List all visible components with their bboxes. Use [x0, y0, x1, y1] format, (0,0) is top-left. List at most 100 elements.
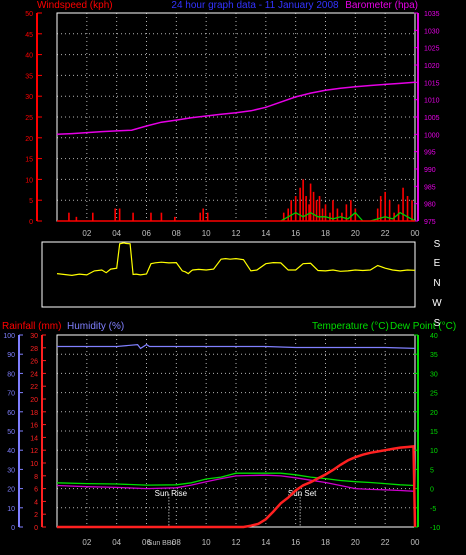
rain-humidity-temp-panel: 0102030405060708090100024681012141618202… [3, 333, 440, 547]
chart-date-title: 24 hour graph data - 11 January 2008 [171, 0, 339, 11]
windspeed-tick-label: 10 [25, 177, 33, 184]
rainfall-line [57, 445, 417, 529]
wind-bar [132, 212, 134, 221]
temperature-tick-label: -5 [430, 506, 436, 513]
temperature-tick-label: 20 [430, 410, 438, 417]
wind-bar [75, 216, 78, 221]
barometer-tick-label: 995 [424, 150, 436, 157]
wind-bar [299, 187, 301, 221]
x-tick-label: 14 [261, 538, 270, 547]
x-tick-label: 12 [232, 538, 241, 547]
rainfall-tick-label: 2 [34, 512, 38, 519]
barometer-tick-label: 1005 [424, 115, 440, 122]
sun-set-label: Sun Set [288, 489, 317, 498]
temperature-line [56, 472, 416, 487]
windspeed-tick-label: 50 [25, 11, 33, 18]
windspeed-tick-label: 0 [29, 219, 33, 226]
x-tick-label: 06 [142, 538, 151, 547]
wind-bar [309, 183, 312, 221]
windspeed-tick-label: 5 [29, 198, 33, 205]
wind-bar [202, 208, 204, 221]
x-tick-label: 10 [202, 538, 211, 547]
windspeed-tick-label: 25 [25, 115, 33, 122]
rainfall-tick-label: 4 [34, 499, 38, 506]
temperature-tick-label: 15 [430, 429, 438, 436]
wind-bar [321, 208, 324, 221]
barometer-tick-label: 990 [424, 167, 436, 174]
humidity-tick-label: 80 [7, 371, 15, 378]
wind-bar [376, 208, 379, 221]
wind-bar [315, 200, 318, 221]
dewpoint-line [56, 474, 416, 492]
rainfall-tick-label: 28 [30, 346, 38, 353]
rainfall-tick-label: 0 [34, 525, 38, 532]
rainfall-tick-label: 24 [30, 371, 38, 378]
wind-bar [290, 200, 292, 221]
barometer-tick-label: 1020 [424, 63, 440, 70]
barometer-tick-label: 1030 [424, 28, 440, 35]
wind-bar [388, 200, 391, 221]
humidity-tick-label: 40 [7, 448, 15, 455]
wind-bar [312, 191, 315, 221]
direction-line [56, 242, 416, 277]
barometer-tick-label: 975 [424, 219, 436, 226]
windspeed-tick-label: 45 [25, 32, 33, 39]
rainfall-tick-label: 18 [30, 410, 38, 417]
x-tick-label: 02 [82, 229, 91, 238]
x-tick-label: 14 [261, 229, 270, 238]
wind-bar [324, 204, 327, 221]
wind-bar [150, 212, 152, 221]
humidity-tick-label: 60 [7, 410, 15, 417]
direction-frame [41, 241, 416, 308]
barometer-tick-label: 1015 [424, 80, 440, 87]
humidity-line [57, 343, 416, 350]
x-tick-label: 02 [82, 538, 91, 547]
x-tick-label: 12 [232, 229, 241, 238]
wind-barometer-panel: 0510152025303540455097598098599099510001… [25, 11, 439, 238]
temperature-tick-label: 25 [430, 391, 438, 398]
rainfall-tick-label: 8 [34, 474, 38, 481]
barometer-tick-label: 985 [424, 184, 436, 191]
humidity-tick-label: 90 [7, 352, 15, 359]
wind-bar [294, 196, 297, 221]
humidity-tick-label: 70 [7, 391, 15, 398]
x-tick-label: 16 [291, 538, 300, 547]
humidity-tick-label: 20 [7, 487, 15, 494]
x-tick-label: 16 [291, 229, 300, 238]
humidity-tick-label: 100 [3, 333, 15, 340]
barometer-tick-label: 980 [424, 202, 436, 209]
windspeed-tick-label: 30 [25, 94, 33, 101]
wind-bar [282, 212, 285, 221]
direction-label: S [434, 318, 441, 329]
wind-bar [118, 208, 121, 221]
wind-bar [68, 212, 70, 221]
direction-label: E [434, 258, 441, 269]
windspeed-tick-label: 40 [25, 53, 33, 60]
x-tick-label: 22 [381, 538, 390, 547]
wind-bar [160, 212, 163, 221]
x-tick-label: 08 [172, 538, 181, 547]
x-tick-label: 04 [112, 538, 121, 547]
wind-bar [332, 200, 334, 221]
wind-bar [114, 208, 116, 221]
temperature-tick-label: -10 [430, 525, 440, 532]
wind-bar [384, 191, 386, 221]
rainfall-tick-label: 14 [30, 435, 38, 442]
wind-bar [308, 204, 310, 221]
sun-bbc-label: Sun BBc [148, 540, 176, 547]
wind-bar [199, 212, 201, 221]
x-tick-label: 04 [112, 229, 121, 238]
rainfall-tick-label: 12 [30, 448, 38, 455]
x-tick-label: 06 [142, 229, 151, 238]
wind-bar [345, 204, 348, 221]
humidity-axis-label: Humidity (%) [67, 321, 124, 332]
wind-bar [402, 187, 404, 221]
x-tick-label: 10 [202, 229, 211, 238]
wind-bar [302, 179, 304, 221]
wind-bar [354, 208, 357, 221]
x-tick-label: 08 [172, 229, 181, 238]
wind-bar [92, 212, 94, 221]
wind-bar [318, 196, 321, 221]
x-tick-label: 18 [321, 229, 330, 238]
